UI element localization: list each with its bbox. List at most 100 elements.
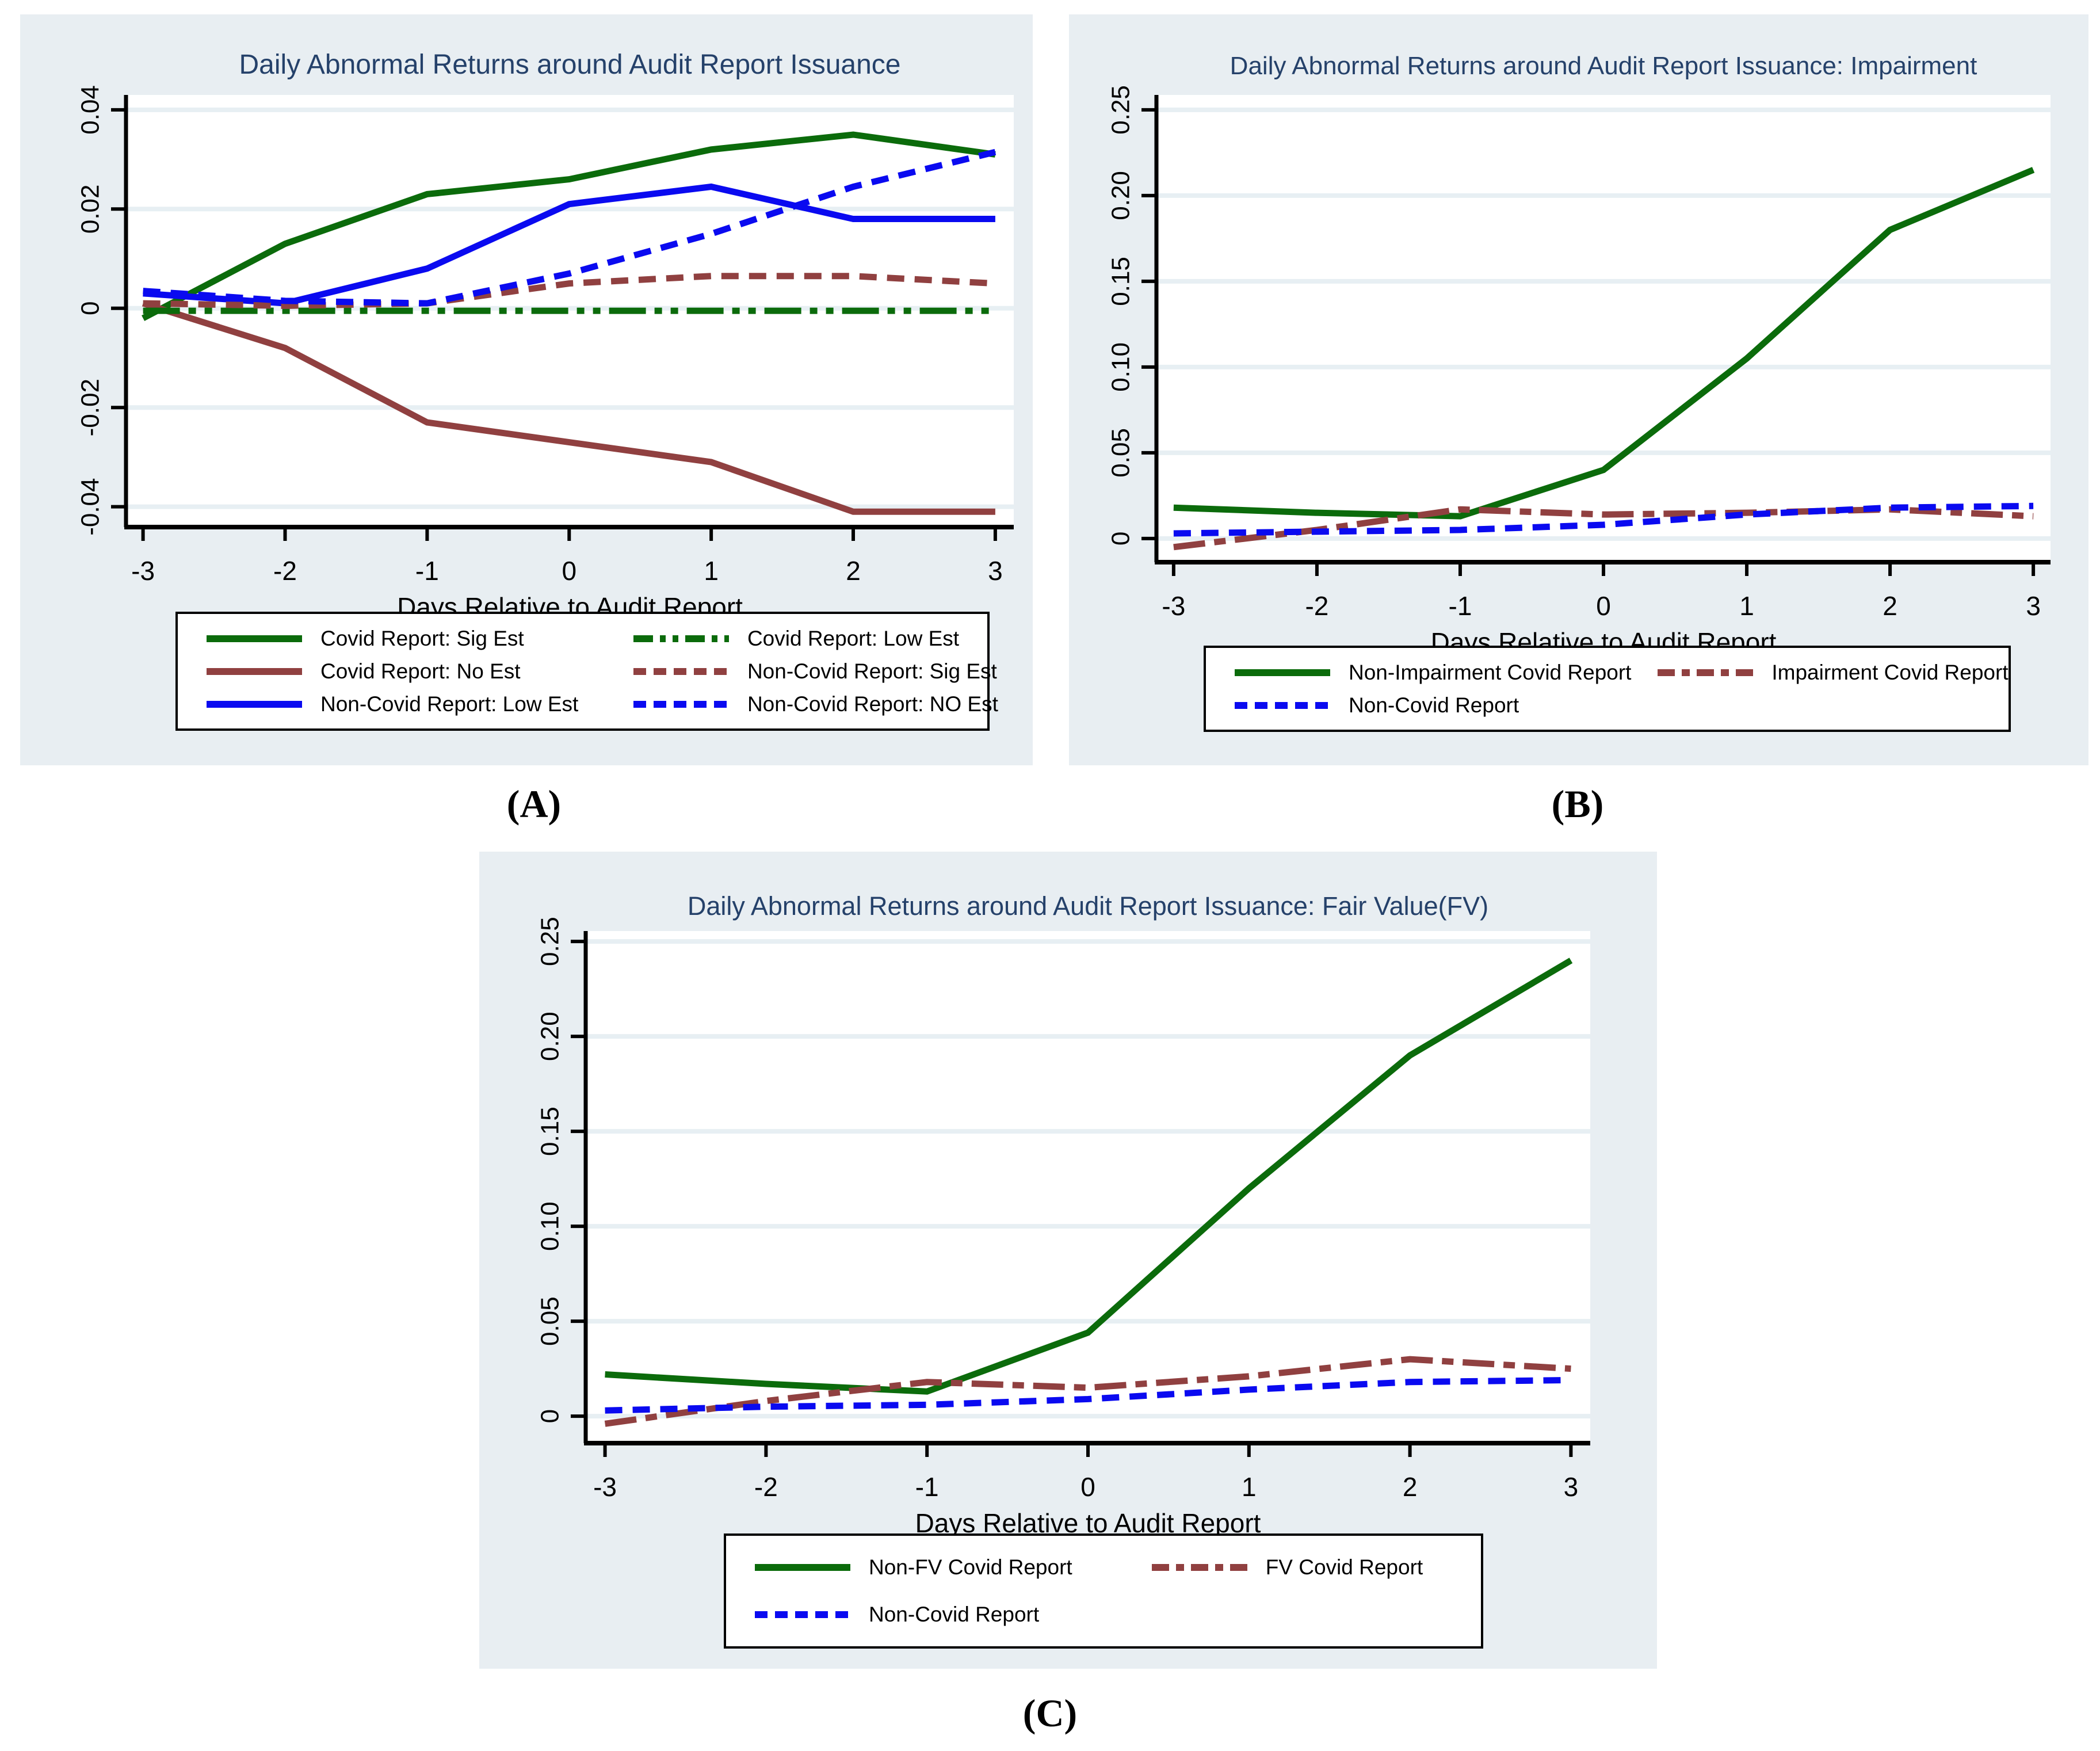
x-tick-label: 3 — [1564, 1472, 1579, 1502]
x-tick-label: -1 — [1449, 591, 1472, 621]
legend-swatch-dash-line — [755, 1611, 850, 1618]
legend-swatch-solid-line — [207, 635, 302, 642]
legend-item: Impairment Covid Report — [1656, 661, 2009, 685]
y-tick-label: 0 — [77, 302, 105, 315]
x-tick-label: 1 — [1242, 1472, 1257, 1502]
y-tick-label: 0.15 — [536, 1107, 564, 1156]
legend-label: Covid Report: No Est — [320, 659, 521, 683]
y-tick-label: -0.04 — [77, 478, 105, 536]
x-tick-label: 1 — [1739, 591, 1754, 621]
legend-swatch-solid-line — [207, 700, 302, 708]
x-tick-label: 2 — [846, 556, 861, 586]
y-tick-label: 0.20 — [1107, 171, 1135, 220]
y-tick-label: 0.15 — [1107, 257, 1135, 306]
x-tick-label: 0 — [1596, 591, 1611, 621]
x-tick-label: 1 — [704, 556, 719, 586]
chart-a-plot: 0.04 0.02 0 -0.02 -0.04 -3 -2 -1 0 1 2 3 — [77, 85, 1014, 586]
x-tick-label: -2 — [1305, 591, 1328, 621]
x-tick-label: -2 — [273, 556, 297, 586]
legend-label: Non-Impairment Covid Report — [1349, 660, 1632, 684]
y-tick-label: 0.25 — [1107, 85, 1135, 135]
x-tick-label: 0 — [562, 556, 576, 586]
legend-label: Non-Covid Report — [869, 1603, 1040, 1626]
x-tick-label: -1 — [415, 556, 439, 586]
chart-c-title: Daily Abnormal Returns around Audit Repo… — [687, 891, 1489, 921]
legend-item: Covid Report: No Est — [205, 659, 632, 684]
chart-b-plot: 0.25 0.20 0.15 0.10 0.05 0 -3 -2 -1 0 1 2 3 — [1107, 85, 2051, 621]
legend-label: Covid Report: Low Est — [747, 626, 960, 650]
x-tick-label: 2 — [1883, 591, 1897, 621]
plot-background — [126, 95, 1014, 527]
legend-label: Non-Covid Report: NO Est — [747, 692, 998, 716]
legend-label: Non-Covid Report — [1349, 693, 1519, 717]
legend-label: Non-Covid Report: Sig Est — [747, 659, 997, 683]
x-tick-label: -3 — [593, 1472, 617, 1502]
y-tick-label: 0.10 — [1107, 342, 1135, 392]
y-tick-label: 0.05 — [536, 1296, 564, 1346]
legend-swatch-dashdotdot-line — [633, 635, 729, 642]
legend-label: Covid Report: Sig Est — [320, 626, 524, 650]
x-tick-label: 3 — [988, 556, 1003, 586]
series-line-dash-blue — [1173, 502, 2034, 537]
legend-label: Non-FV Covid Report — [869, 1555, 1072, 1579]
caption-c: (C) — [1022, 1691, 1078, 1735]
legend-swatch-dashdot-line — [1151, 1564, 1247, 1571]
x-tick-label: 0 — [1080, 1472, 1095, 1502]
legend-item: Non-Covid Report — [754, 1603, 1151, 1627]
x-tick-label: -1 — [915, 1472, 939, 1502]
legend-label: Non-Covid Report: Low Est — [320, 692, 579, 716]
legend-swatch-solid-line — [1235, 669, 1330, 676]
legend-label: FV Covid Report — [1265, 1555, 1423, 1579]
chart-b-title: Daily Abnormal Returns around Audit Repo… — [1230, 52, 1977, 80]
chart-a-title: Daily Abnormal Returns around Audit Repo… — [239, 49, 901, 80]
x-tick-label: -3 — [1162, 591, 1185, 621]
plot-background — [586, 931, 1590, 1443]
series-line-dash-blue — [143, 148, 996, 307]
y-tick-label: 0.25 — [536, 917, 564, 966]
legend-swatch-dash-line — [633, 667, 729, 675]
y-tick-label: -0.02 — [77, 379, 105, 436]
series-line-solid-maroon — [142, 300, 995, 515]
legend-swatch-dash-line — [633, 700, 729, 708]
y-tick-label: 0.20 — [536, 1012, 564, 1061]
legend-item: Non-Covid Report: NO Est — [632, 692, 998, 716]
chart-a-legend: Covid Report: Sig Est Covid Report: Low E… — [175, 612, 998, 731]
legend-item: Covid Report: Low Est — [632, 627, 982, 651]
x-tick-label: -2 — [754, 1472, 778, 1502]
panel-c: 0.25 0.20 0.15 0.10 0.05 0 -3 -2 -1 0 1 2 3 Daily Ab… — [479, 852, 1657, 1669]
legend-item: FV Covid Report — [1151, 1555, 1475, 1580]
legend-item: Non-Covid Report — [1234, 693, 1656, 718]
caption-b: (B) — [1551, 782, 1604, 826]
chart-b-legend: Non-Impairment Covid Report Impairment Co… — [1204, 646, 2011, 732]
x-tick-label: -3 — [131, 556, 155, 586]
caption-a: (A) — [506, 782, 562, 826]
legend-swatch-solid-line — [207, 667, 302, 675]
x-tick-label: 3 — [2026, 591, 2041, 621]
x-tick-label: 2 — [1403, 1472, 1418, 1502]
chart-c-legend: Non-FV Covid Report FV Covid Report Non-Co… — [724, 1533, 1483, 1649]
series-line-solid-green — [142, 131, 996, 321]
panel-b: 0.25 0.20 0.15 0.10 0.05 0 -3 -2 -1 0 1 2 3 Daily Ab… — [1069, 14, 2088, 765]
y-tick-label: 0.05 — [1107, 428, 1135, 478]
y-tick-label: 0.02 — [77, 184, 105, 234]
legend-swatch-solid-line — [755, 1564, 850, 1571]
y-tick-label: 0.04 — [77, 85, 105, 135]
legend-item: Non-Covid Report: Low Est — [205, 692, 632, 716]
legend-item: Non-Impairment Covid Report — [1234, 661, 1656, 685]
series-line-solid-green — [1173, 167, 2035, 520]
legend-item: Non-FV Covid Report — [754, 1555, 1151, 1580]
chart-c-x-axis-title: Days Relative to Audit Report — [915, 1508, 1261, 1538]
series-line-solid-green — [605, 957, 1573, 1395]
legend-item: Non-Covid Report: Sig Est — [632, 659, 997, 684]
chart-c-plot: 0.25 0.20 0.15 0.10 0.05 0 -3 -2 -1 0 1 2 3 — [536, 917, 1590, 1502]
legend-label: Impairment Covid Report — [1771, 660, 2009, 684]
series-line-dash-maroon — [143, 273, 996, 309]
plot-background — [1156, 95, 2051, 562]
series-line-dashdot-maroon — [604, 1356, 1571, 1427]
legend-swatch-dashdot-line — [1658, 669, 1754, 676]
panel-a: 0.04 0.02 0 -0.02 -0.04 -3 -2 -1 0 1 2 3 Daily Abno… — [20, 14, 1033, 765]
y-tick-label: 0 — [536, 1409, 564, 1423]
y-tick-label: 0 — [1107, 532, 1135, 545]
series-line-dash-blue — [605, 1376, 1571, 1414]
